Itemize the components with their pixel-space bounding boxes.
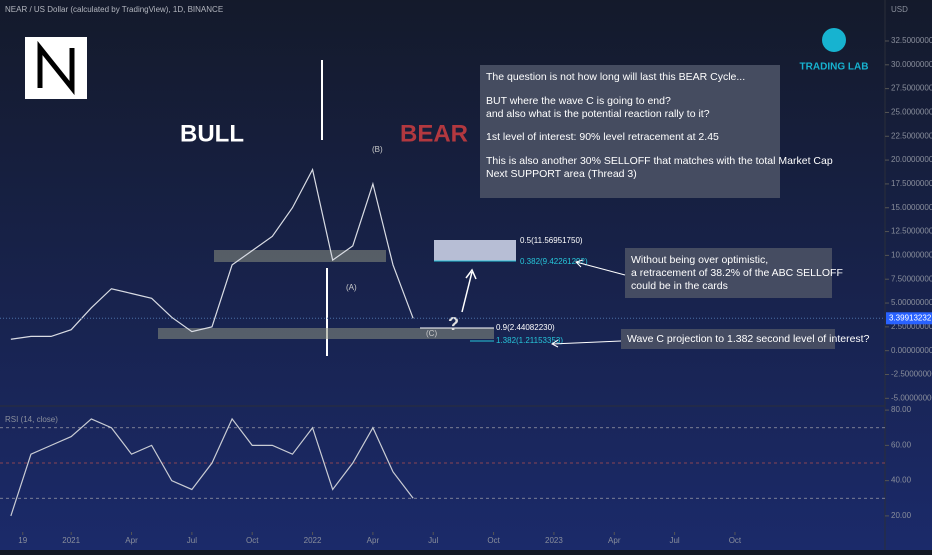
- fib-label: 0.5(11.56951750): [520, 236, 583, 245]
- x-tick-label: Jul: [187, 536, 197, 545]
- note-line: 1st level of interest: 90% level retrace…: [486, 131, 719, 143]
- y-tick-label: -5.00000000: [891, 393, 932, 402]
- x-tick-label: Oct: [246, 536, 259, 545]
- x-tick-label: 2021: [62, 536, 80, 545]
- x-tick-label: Jul: [428, 536, 438, 545]
- x-tick-label: 19: [18, 536, 27, 545]
- note-line: Wave C projection to 1.382 second level …: [627, 333, 870, 345]
- symbol-header: NEAR / US Dollar (calculated by TradingV…: [5, 5, 223, 14]
- arrow: [575, 259, 626, 276]
- y-tick-label: 20.00000000: [891, 155, 932, 164]
- fib-label: 0.9(2.44082230): [496, 323, 555, 332]
- fib-label: 0.382(9.42261292): [520, 257, 588, 266]
- y-tick-label: 0.00000000: [891, 346, 932, 355]
- y-tick-label: 27.50000000: [891, 84, 932, 93]
- note-line: Next SUPPORT area (Thread 3): [486, 168, 637, 180]
- arrow: [551, 339, 622, 348]
- wave-label: (A): [346, 283, 357, 292]
- rally-box: [625, 248, 832, 298]
- y-tick-label: 15.00000000: [891, 203, 932, 212]
- target-zone: [434, 240, 516, 261]
- y-tick-label: 22.50000000: [891, 131, 932, 140]
- note-line: The question is not how long will last t…: [486, 71, 745, 83]
- support-zone: [158, 328, 494, 339]
- x-tick-label: Apr: [125, 536, 138, 545]
- resistance-zone: [214, 250, 386, 262]
- note-line: This is also another 30% SELLOFF that ma…: [486, 155, 833, 167]
- y-tick-label: 12.50000000: [891, 227, 932, 236]
- brand-icon: [822, 28, 846, 52]
- bull-label: BULL: [180, 120, 244, 147]
- note-line: BUT where the wave C is going to end?: [486, 95, 671, 107]
- near-logo-mark: [37, 40, 75, 96]
- price-tag-bg: [886, 312, 932, 325]
- wave-c-box: [621, 329, 835, 349]
- currency: USD: [891, 5, 908, 14]
- y-tick-label: 32.50000000: [891, 36, 932, 45]
- price-tag: 3.39913232: [889, 313, 932, 322]
- wave-label: (C): [426, 329, 437, 338]
- x-tick-label: 2023: [545, 536, 563, 545]
- y-tick-label: 2.50000000: [891, 322, 932, 331]
- x-tick-label: Apr: [367, 536, 380, 545]
- y-tick-label: 5.00000000: [891, 298, 932, 307]
- bear-label: BEAR: [400, 120, 468, 147]
- y-tick-label: 80.00: [891, 405, 912, 414]
- y-tick-label: 60.00: [891, 440, 912, 449]
- x-tick-label: Apr: [608, 536, 621, 545]
- x-tick-label: Oct: [729, 536, 742, 545]
- y-tick-label: -2.50000000: [891, 370, 932, 379]
- fib-label: 1.382(1.21153353): [496, 336, 563, 345]
- question-box: [480, 65, 780, 198]
- y-tick-label: 7.50000000: [891, 274, 932, 283]
- rally-arrow: [461, 268, 477, 313]
- series-line: [10, 167, 414, 340]
- x-tick-label: Jul: [669, 536, 679, 545]
- y-tick-label: 40.00: [891, 476, 912, 485]
- x-tick-label: 2022: [304, 536, 322, 545]
- x-tick-label: Oct: [487, 536, 500, 545]
- question-mark: ?: [448, 314, 459, 334]
- y-tick-label: 17.50000000: [891, 179, 932, 188]
- y-tick-label: 20.00: [891, 511, 912, 520]
- rsi-title: RSI (14, close): [5, 415, 58, 424]
- brand: TRADING LAB: [800, 62, 869, 73]
- series-line: [10, 417, 414, 517]
- note-line: a retracement of 38.2% of the ABC SELLOF…: [631, 267, 843, 279]
- y-tick-label: 30.00000000: [891, 60, 932, 69]
- note-line: and also what is the potential reaction …: [486, 108, 710, 120]
- y-tick-label: 25.00000000: [891, 108, 932, 117]
- note-line: could be in the cards: [631, 280, 728, 292]
- y-tick-label: 10.00000000: [891, 250, 932, 259]
- note-line: Without being over optimistic,: [631, 254, 768, 266]
- wave-label: (B): [372, 145, 383, 154]
